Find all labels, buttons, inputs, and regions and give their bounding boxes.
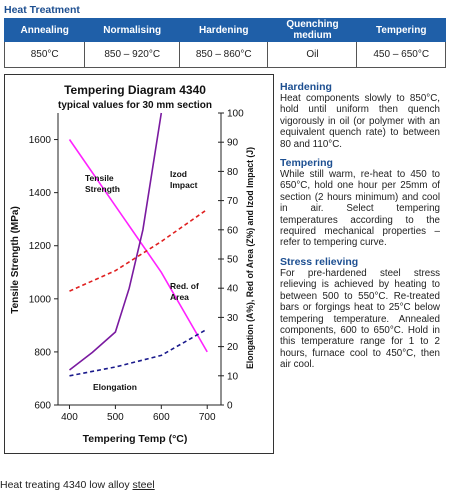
red-area-label-line2: Area — [170, 292, 189, 302]
note-text-tempering: While still warm, re-heat to 450 to 650°… — [280, 169, 440, 249]
izod-label-line1: Izod — [170, 169, 187, 179]
note-text-hardening: Heat components slowly to 850°C, hold un… — [280, 93, 440, 150]
heat-treatment-title: Heat Treatment — [4, 4, 80, 16]
header-hardening: Hardening — [178, 18, 269, 42]
series-line-elongation — [69, 328, 208, 377]
header-normalising: Normalising — [84, 18, 180, 42]
caption: Heat treating 4340 low alloy steel — [0, 479, 155, 491]
header-annealing: Annealing — [3, 18, 86, 42]
izod-label-line2: Impact — [170, 180, 198, 190]
series-line-red-of-area — [69, 208, 208, 292]
note-heading-stress-relieving: Stress relieving — [280, 255, 359, 268]
header-quenching-medium: Quenching medium — [267, 18, 358, 42]
plot-area: 400 500 600 700 600 800 1000 1200 1400 1600 0 10 20 3… — [29, 109, 244, 424]
x-tick-label: 600 — [153, 412, 170, 423]
y-left-tick-label: 1000 — [29, 294, 52, 305]
y-left-tick-label: 600 — [34, 401, 51, 412]
tensile-label-line2: Strength — [85, 184, 120, 194]
y-right-tick-label: 90 — [227, 138, 239, 149]
tempering-diagram: Tempering Diagram 4340 typical values fo… — [4, 74, 274, 454]
cell-tempering: 450 – 650°C — [356, 41, 446, 68]
header-tempering: Tempering — [356, 18, 446, 42]
note-heading-tempering: Tempering — [280, 157, 333, 170]
notes-column: Hardening Heat components slowly to 850°… — [280, 81, 440, 378]
x-tick-label: 400 — [61, 412, 78, 423]
y-left-tick-label: 1600 — [29, 135, 52, 146]
x-tick-label: 700 — [199, 412, 216, 423]
y-right-tick-label: 10 — [227, 371, 239, 382]
cell-annealing: 850°C — [3, 41, 86, 68]
red-area-label-line1: Red. of — [170, 281, 199, 291]
elongation-label: Elongation — [93, 382, 137, 392]
y-left-tick-label: 800 — [34, 347, 51, 358]
y-right-tick-label: 30 — [227, 313, 239, 324]
y-axis-right-label: Elongation (A%), Red of Area (Z%) and Iz… — [245, 147, 256, 369]
heat-treatment-table: Annealing Normalising Hardening Quenchin… — [3, 18, 446, 68]
cell-hardening: 850 – 860°C — [178, 41, 269, 68]
y-right-tick-label: 60 — [227, 225, 239, 236]
note-heading-hardening: Hardening — [280, 81, 332, 93]
y-axis-left-label: Tensile Strength (MPa) — [10, 206, 21, 314]
cell-normalising: 850 – 920°C — [84, 41, 180, 68]
y-right-tick-label: 50 — [227, 255, 239, 266]
y-left-tick-label: 1200 — [29, 241, 52, 252]
tensile-label-line1: Tensile — [85, 173, 114, 183]
x-axis-label: Tempering Temp (°C) — [83, 433, 188, 445]
y-right-tick-label: 0 — [227, 401, 233, 412]
y-right-tick-label: 100 — [227, 109, 244, 120]
y-left-tick-label: 1400 — [29, 188, 52, 199]
y-right-tick-label: 20 — [227, 342, 239, 353]
y-right-tick-label: 80 — [227, 167, 239, 178]
steel-link[interactable]: steel — [132, 479, 155, 491]
x-tick-label: 500 — [107, 412, 124, 423]
cell-quenching-medium: Oil — [267, 41, 358, 68]
y-right-tick-label: 40 — [227, 284, 239, 295]
tempering-chart-svg: Tempering Diagram 4340 typical values fo… — [10, 83, 256, 445]
chart-subtitle: typical values for 30 mm section — [58, 100, 212, 111]
series-line-izod-impact — [69, 112, 163, 371]
table-row: 850°C 850 – 920°C 850 – 860°C Oil 450 – … — [3, 41, 446, 68]
table-header-row: Annealing Normalising Hardening Quenchin… — [3, 18, 446, 42]
y-right-tick-label: 70 — [227, 196, 239, 207]
chart-title: Tempering Diagram 4340 — [64, 83, 206, 97]
series-line-tensile-strength — [68, 139, 208, 353]
note-text-stress-relieving: For pre-hardened steel stress relieving … — [280, 267, 440, 371]
caption-text: Heat treating 4340 low alloy — [0, 479, 133, 491]
